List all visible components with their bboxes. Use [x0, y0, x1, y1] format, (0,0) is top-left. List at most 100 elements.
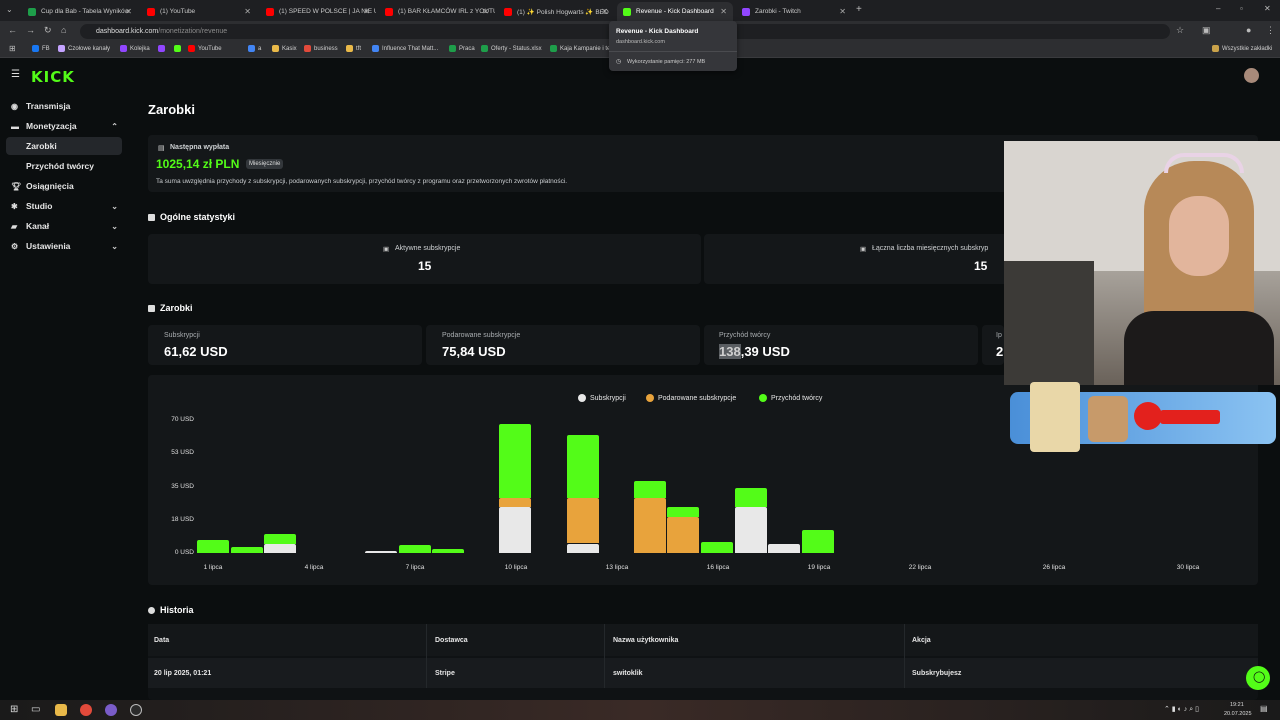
- hamburger-icon[interactable]: ☰: [11, 69, 20, 80]
- page-title: Zarobki: [148, 102, 195, 117]
- sidebar-item-osiagniecia[interactable]: 🏆︎ Osiągnięcia: [6, 177, 122, 195]
- menu-icon[interactable]: ⋮: [1266, 25, 1275, 35]
- chart-bar[interactable]: [734, 507, 767, 553]
- chrome-icon[interactable]: [80, 704, 92, 716]
- legend-gifted[interactable]: Podarowane subskrypcje: [646, 394, 736, 402]
- task-view-icon[interactable]: ▭: [31, 704, 41, 715]
- sidebar-item-przychod-tworcy[interactable]: Przychód twórcy: [6, 157, 122, 175]
- reload-icon[interactable]: ↻: [44, 25, 52, 35]
- sidebar-item-transmisja[interactable]: ◉ Transmisja: [6, 97, 122, 115]
- close-tab-icon[interactable]: ✕: [482, 7, 489, 16]
- browser-tab[interactable]: (1) YouTube ✕: [141, 2, 257, 21]
- chart-bar[interactable]: [633, 480, 666, 498]
- chart-bar[interactable]: [667, 516, 700, 553]
- sidebar-item-ustawienia[interactable]: ⚙ Ustawienia ⌄: [6, 237, 122, 255]
- chart-bar[interactable]: [701, 541, 733, 553]
- chart-bar[interactable]: [365, 551, 397, 553]
- bookmark-item[interactable]: Influence That Matt...: [372, 45, 438, 52]
- chart-bar[interactable]: [667, 507, 700, 517]
- chart-bar[interactable]: [264, 543, 297, 553]
- col-header-provider[interactable]: Dostawca: [435, 637, 468, 644]
- browser-tab[interactable]: (1) SPEED W POLSCE | JA NIE U... ✕: [260, 2, 376, 21]
- app-icon[interactable]: [105, 704, 117, 716]
- restore-icon[interactable]: ▫: [1240, 4, 1243, 13]
- chart-bar[interactable]: [633, 497, 666, 553]
- creator-earnings-label: Przychód twórcy: [719, 332, 771, 339]
- browser-tab[interactable]: (1) ✨ Polish Hogwarts ✨ BED ✕: [498, 2, 614, 21]
- chart-bar[interactable]: [499, 423, 532, 498]
- bookmark-item[interactable]: Kasix: [272, 45, 297, 52]
- bookmark-favicon-icon: [346, 45, 353, 52]
- close-tab-icon[interactable]: ✕: [363, 7, 370, 16]
- bookmark-item[interactable]: business: [304, 45, 338, 52]
- sidebar-item-zarobki[interactable]: Zarobki: [6, 137, 122, 155]
- bookmark-item[interactable]: Czołowe kanały: [58, 45, 110, 52]
- file-explorer-icon[interactable]: [55, 704, 67, 716]
- chart-bar[interactable]: [499, 507, 532, 553]
- tab-list-icon[interactable]: ⌄: [6, 5, 13, 14]
- apps-grid-icon[interactable]: ⊞: [9, 44, 16, 53]
- sidebar-item-monetyzacja[interactable]: ▬ Monetyzacja ⌃: [6, 117, 122, 135]
- chart-bar[interactable]: [566, 543, 599, 553]
- notification-icon[interactable]: ▤: [1260, 704, 1268, 713]
- new-tab-icon[interactable]: +: [856, 4, 862, 15]
- close-window-icon[interactable]: ✕: [1264, 4, 1271, 13]
- chart-bar[interactable]: [499, 497, 532, 508]
- cam-person-face: [1169, 196, 1229, 276]
- payout-icon: ▤: [158, 145, 165, 152]
- profile-icon[interactable]: ●: [1246, 25, 1252, 35]
- chat-support-button[interactable]: ◯: [1246, 666, 1270, 690]
- bookmark-item[interactable]: [174, 45, 184, 52]
- chart-bar[interactable]: [566, 497, 599, 544]
- chart-bar[interactable]: [566, 435, 599, 498]
- chart-bar[interactable]: [768, 543, 801, 553]
- close-tab-icon[interactable]: ✕: [720, 7, 727, 16]
- extensions-icon[interactable]: ▣: [1202, 25, 1211, 35]
- start-icon[interactable]: ⊞: [10, 704, 19, 715]
- close-tab-icon[interactable]: ✕: [839, 7, 846, 16]
- sidebar-item-studio[interactable]: ✱ Studio ⌄: [6, 197, 122, 215]
- browser-tab[interactable]: Zarobki - Twitch ✕: [736, 2, 852, 21]
- chart-bar[interactable]: [801, 530, 834, 553]
- chart-bar[interactable]: [734, 488, 767, 508]
- minimize-icon[interactable]: –: [1216, 4, 1221, 13]
- obs-icon[interactable]: [130, 704, 142, 716]
- ad-brand-badge: [1160, 410, 1220, 424]
- clock-date[interactable]: 20.07.2025: [1224, 711, 1252, 717]
- bookmark-item[interactable]: tft: [346, 45, 361, 52]
- col-header-action[interactable]: Akcja: [912, 637, 931, 644]
- col-header-username[interactable]: Nazwa użytkownika: [613, 637, 679, 644]
- bookmark-item[interactable]: Oferty - Status.xlsx: [481, 45, 542, 52]
- bookmark-item[interactable]: Kaja Kampanie i te: [550, 45, 610, 52]
- chart-bar[interactable]: [230, 547, 263, 553]
- user-avatar[interactable]: [1244, 68, 1259, 83]
- browser-tab[interactable]: Revenue - Kick Dashboard ✕: [617, 2, 733, 21]
- clock-time[interactable]: 19:21: [1230, 702, 1244, 708]
- legend-subs[interactable]: Subskrypcji: [578, 394, 626, 402]
- sidebar-item-kanal[interactable]: ▰ Kanał ⌄: [6, 217, 122, 235]
- col-header-date[interactable]: Data: [154, 637, 170, 644]
- bookmark-item[interactable]: [158, 45, 168, 52]
- home-icon[interactable]: ⌂: [61, 25, 67, 35]
- back-icon[interactable]: ←: [8, 25, 17, 35]
- chart-bar[interactable]: [398, 545, 431, 553]
- bookmark-item[interactable]: Praca: [449, 45, 475, 52]
- all-bookmarks[interactable]: Wszystkie zakładki: [1212, 45, 1272, 52]
- forward-icon[interactable]: →: [26, 25, 35, 35]
- bookmark-item[interactable]: a: [248, 45, 261, 52]
- star-icon[interactable]: ☆: [1176, 25, 1185, 35]
- chart-bar[interactable]: [432, 549, 465, 553]
- close-tab-icon[interactable]: ✕: [244, 7, 251, 16]
- bookmark-item[interactable]: FB: [32, 45, 50, 52]
- bookmark-item[interactable]: Kolejka: [120, 45, 150, 52]
- chart-bar[interactable]: [264, 534, 297, 544]
- kick-logo[interactable]: KICK: [31, 68, 75, 86]
- browser-tab[interactable]: (1) BAR KŁAMCÓW IRL z YOUTU... ✕: [379, 2, 495, 21]
- bookmark-item[interactable]: YouTube: [188, 45, 222, 52]
- browser-tab[interactable]: Cup dla Bab - Tabela Wyników ✕: [22, 2, 138, 21]
- close-tab-icon[interactable]: ✕: [125, 7, 132, 16]
- legend-creator[interactable]: Przychód twórcy: [759, 394, 822, 402]
- chart-bar[interactable]: [197, 539, 229, 553]
- close-tab-icon[interactable]: ✕: [601, 7, 608, 16]
- tray-icons[interactable]: ⌃ ▮ ◐ ♪ ⌕ ▯: [1164, 706, 1199, 713]
